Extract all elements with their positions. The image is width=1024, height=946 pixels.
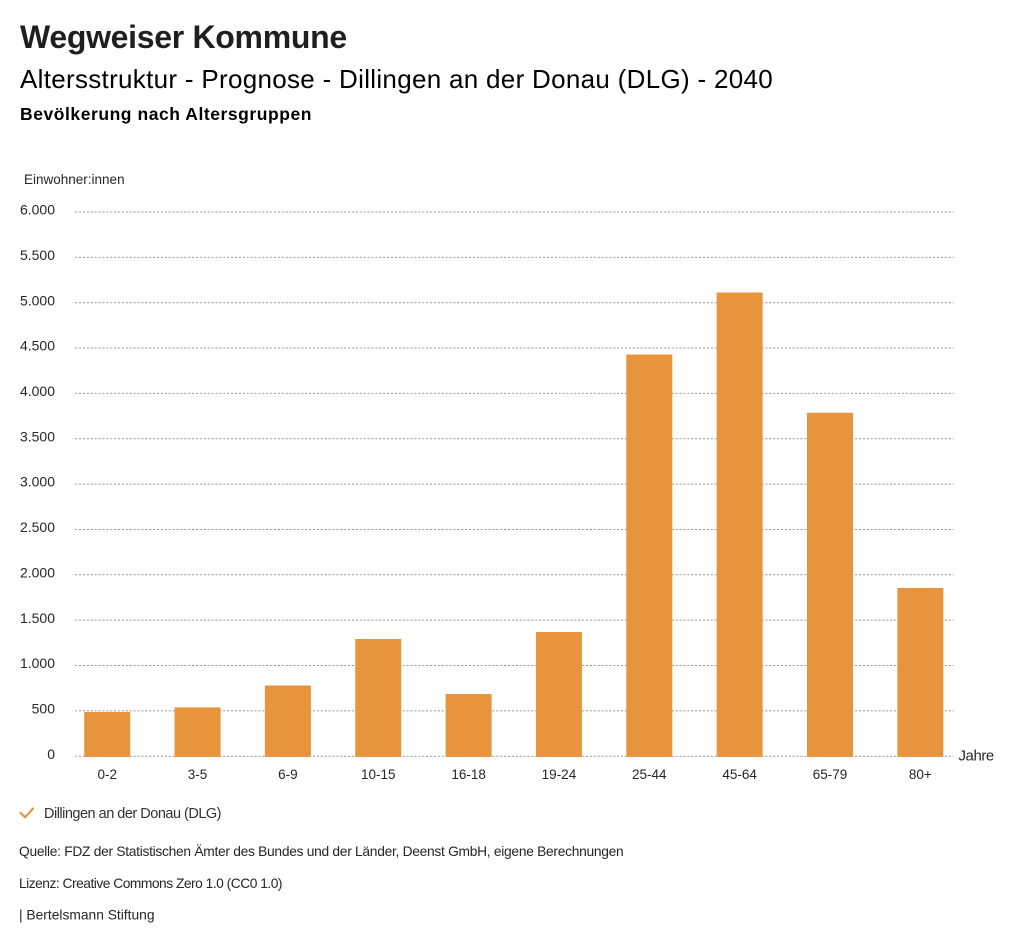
- svg-text:4.500: 4.500: [20, 338, 55, 354]
- svg-text:| Bertelsmann Stiftung: | Bertelsmann Stiftung: [19, 908, 155, 923]
- svg-text:16-18: 16-18: [451, 767, 486, 782]
- svg-text:Einwohner:innen: Einwohner:innen: [24, 172, 125, 187]
- svg-text:2.500: 2.500: [20, 519, 55, 535]
- svg-text:5.000: 5.000: [20, 292, 55, 308]
- svg-text:10-15: 10-15: [361, 767, 396, 782]
- svg-text:Bevölkerung nach Altersgruppen: Bevölkerung nach Altersgruppen: [20, 104, 312, 124]
- svg-text:Dillingen an der Donau (DLG): Dillingen an der Donau (DLG): [44, 806, 221, 822]
- svg-text:3.500: 3.500: [20, 428, 55, 444]
- svg-text:3.000: 3.000: [20, 474, 55, 490]
- svg-text:1.500: 1.500: [20, 610, 55, 626]
- svg-text:0-2: 0-2: [97, 767, 117, 782]
- svg-text:2.000: 2.000: [20, 564, 55, 580]
- svg-text:Wegweiser Kommune: Wegweiser Kommune: [20, 19, 347, 55]
- svg-text:25-44: 25-44: [632, 767, 667, 782]
- svg-text:80+: 80+: [909, 767, 932, 782]
- svg-text:6.000: 6.000: [20, 202, 55, 218]
- svg-text:45-64: 45-64: [722, 767, 757, 782]
- svg-text:Altersstruktur - Prognose - Di: Altersstruktur - Prognose - Dillingen an…: [20, 64, 773, 94]
- svg-text:65-79: 65-79: [813, 767, 848, 782]
- svg-text:Lizenz: Creative Commons Zero: Lizenz: Creative Commons Zero 1.0 (CC0 1…: [19, 876, 282, 891]
- svg-text:500: 500: [32, 700, 56, 716]
- svg-text:Jahre: Jahre: [959, 747, 994, 764]
- svg-text:6-9: 6-9: [278, 767, 298, 782]
- svg-text:5.500: 5.500: [20, 247, 55, 263]
- svg-text:4.000: 4.000: [20, 383, 55, 399]
- svg-text:Quelle: FDZ der Statistischen: Quelle: FDZ der Statistischen Ämter des …: [19, 843, 623, 859]
- svg-text:3-5: 3-5: [188, 767, 208, 782]
- svg-text:1.000: 1.000: [20, 655, 55, 671]
- svg-text:19-24: 19-24: [542, 767, 577, 782]
- svg-text:0: 0: [47, 746, 55, 762]
